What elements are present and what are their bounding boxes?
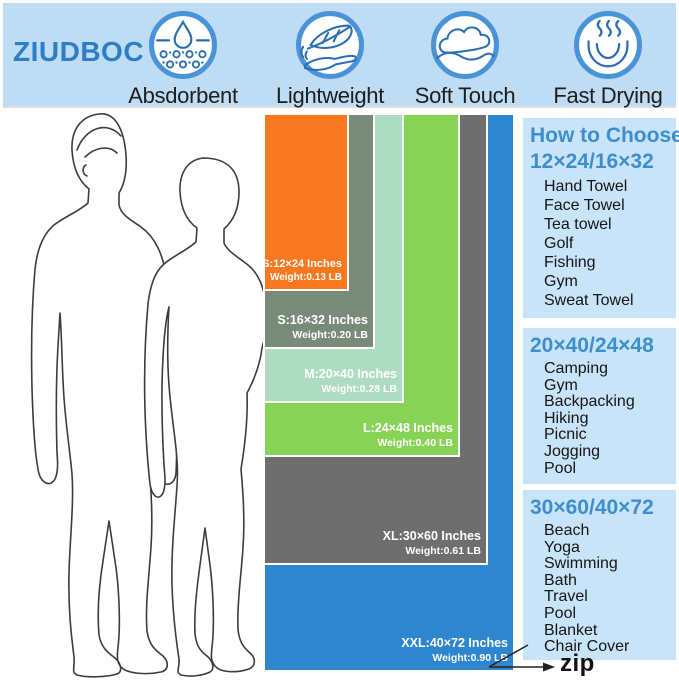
size-range: 30×60/40×72 (530, 496, 654, 519)
size-range: 12×24/16×32 (530, 150, 654, 173)
weight-text: Weight:0.90 LB (432, 652, 508, 664)
feature-label: Lightweight (276, 83, 384, 108)
use-item: Picnic (544, 426, 587, 444)
use-item: Camping (544, 360, 609, 377)
use-item: Hiking (544, 409, 589, 427)
size-label-l: L:24×48 Inches Weight:0.40 LB (363, 420, 453, 450)
use-item: Sweat Towel (544, 292, 634, 309)
feature-label: Fast Drying (553, 83, 663, 108)
feature-label: Soft Touch (414, 83, 516, 108)
feature-lightweight: Lightweight (255, 8, 405, 109)
size-text: XL:30×60 Inches (382, 529, 481, 543)
fast-drying-icon (574, 11, 642, 79)
use-item: Travel (544, 588, 588, 606)
size-text: XS:12×24 Inches (254, 258, 342, 270)
use-item: Golf (544, 235, 574, 252)
use-item: Pool (544, 459, 577, 477)
guide-panel-large-sizes: 30×60/40×72 Beach Yoga Swimming Bath Tra… (523, 490, 676, 660)
use-item: Yoga (544, 538, 580, 556)
lightweight-icon (296, 11, 364, 79)
header-banner: ZIUDBOC Absdorbent (3, 3, 679, 109)
feature-absorbent: Absdorbent (108, 8, 258, 109)
use-item: Tea towel (544, 216, 612, 233)
absorbent-icon (149, 11, 217, 79)
use-list: Beach Yoga Swimming Bath Travel Pool Bla… (530, 522, 672, 656)
size-label-s: S:16×32 Inches Weight:0.20 LB (277, 312, 368, 342)
size-label-xl: XL:30×60 Inches Weight:0.61 LB (383, 528, 481, 558)
feature-fast-drying: Fast Drying (533, 8, 679, 109)
size-label-m: M:20×40 Inches Weight:0.28 LB (304, 366, 397, 396)
zip-pocket-label: zip pocket (560, 650, 640, 681)
size-rect-xs: XS:12×24 Inches Weight:0.13 LB (255, 115, 347, 289)
use-item: Chair Cover (544, 638, 630, 656)
use-item: Beach (544, 522, 590, 539)
size-text: M:20×40 Inches (304, 367, 397, 381)
use-item: Gym (544, 273, 578, 290)
weight-text: Weight:0.28 LB (321, 383, 397, 395)
weight-text: Weight:0.20 LB (292, 329, 368, 341)
brand-logo: ZIUDBOC (13, 36, 145, 67)
use-item: Gym (544, 376, 578, 394)
use-list: Hand Towel Face Towel Tea towel Golf Fis… (530, 177, 672, 310)
use-item: Pool (544, 604, 577, 622)
use-item: Bath (544, 571, 577, 589)
female-figure (143, 157, 268, 677)
use-item: Hand Towel (544, 178, 628, 195)
feature-label: Absdorbent (128, 83, 238, 108)
feature-soft-touch: Soft Touch (390, 8, 540, 109)
weight-text: Weight:0.61 LB (405, 545, 481, 557)
guide-title: How to Choose (530, 124, 679, 147)
use-item: Backpacking (544, 393, 635, 411)
use-item: Face Towel (544, 197, 625, 214)
size-label-xxl: XXL:40×72 Inches Weight:0.90 LB (401, 635, 508, 665)
soft-touch-icon (431, 11, 499, 79)
size-text: XXL:40×72 Inches (401, 636, 508, 650)
male-figure (30, 113, 178, 678)
guide-panel-small-sizes: How to Choose 12×24/16×32 Hand Towel Fac… (523, 118, 679, 318)
size-text: L:24×48 Inches (363, 421, 453, 435)
weight-text: Weight:0.40 LB (377, 437, 453, 449)
size-label-xs: XS:12×24 Inches Weight:0.13 LB (255, 257, 342, 284)
use-item: Jogging (544, 442, 601, 460)
use-list: Camping Gym Backpacking Hiking Picnic Jo… (530, 360, 672, 477)
size-text: S:16×32 Inches (277, 313, 368, 327)
guide-panel-medium-sizes: 20×40/24×48 Camping Gym Backpacking Hiki… (523, 328, 676, 484)
weight-text: Weight:0.13 LB (269, 272, 342, 283)
use-item: Blanket (544, 621, 598, 639)
size-range: 20×40/24×48 (530, 334, 654, 357)
use-item: Fishing (544, 254, 596, 271)
body-size-reference-figures (30, 113, 268, 678)
use-item: Swimming (544, 555, 618, 573)
